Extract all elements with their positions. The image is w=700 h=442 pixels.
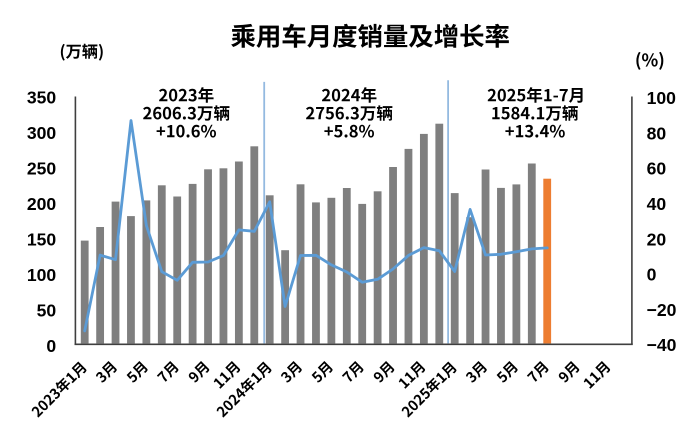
svg-text:200: 200 — [27, 194, 57, 214]
svg-text:0: 0 — [647, 265, 657, 285]
svg-text:0: 0 — [46, 336, 56, 356]
svg-text:150: 150 — [27, 229, 57, 249]
svg-text:80: 80 — [647, 123, 667, 143]
svg-text:−40: −40 — [647, 335, 677, 355]
svg-text:40: 40 — [647, 194, 667, 214]
svg-text:100: 100 — [647, 88, 677, 108]
svg-text:20: 20 — [647, 229, 667, 249]
svg-text:350: 350 — [27, 88, 57, 108]
svg-text:300: 300 — [27, 123, 57, 143]
svg-text:−20: −20 — [647, 300, 677, 320]
svg-text:60: 60 — [647, 159, 667, 179]
svg-text:50: 50 — [37, 300, 57, 320]
svg-text:100: 100 — [27, 265, 57, 285]
svg-text:250: 250 — [27, 159, 57, 179]
